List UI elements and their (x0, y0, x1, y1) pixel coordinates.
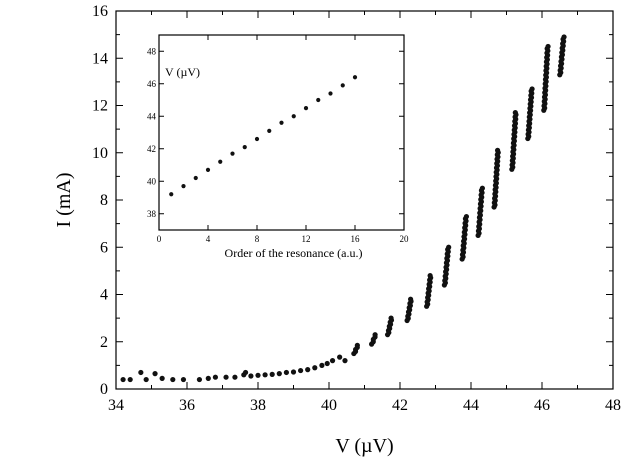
main-x-tick-label: 38 (250, 397, 266, 414)
inset-data-point (267, 128, 272, 133)
main-data-point (372, 332, 378, 338)
inset-data-point (181, 184, 186, 189)
main-data-point (269, 371, 275, 377)
main-data-point (248, 373, 254, 379)
main-y-tick-label: 8 (100, 192, 108, 209)
inset-y-tick-label: 38 (147, 209, 157, 219)
inset-y-tick-label: 48 (147, 46, 157, 56)
inset-data-point (303, 106, 309, 111)
main-data-point (159, 375, 165, 381)
main-y-tick-label: 14 (92, 50, 108, 67)
main-data-point (329, 358, 336, 364)
main-data-point (276, 371, 282, 377)
main-data-point (446, 244, 452, 250)
inset-y-tick-label: 44 (147, 111, 157, 121)
main-data-point (342, 358, 348, 364)
main-y-axis-title: I (mA) (53, 173, 75, 228)
inset-x-tick-label: 12 (302, 234, 311, 244)
main-data-point (561, 34, 567, 40)
inset-x-tick-label: 20 (400, 234, 410, 244)
main-data-point (232, 374, 238, 380)
main-y-tick-label: 4 (100, 287, 108, 304)
inset-y-tick-label: 46 (147, 79, 157, 89)
main-y-tick-label: 6 (100, 239, 108, 256)
inset-y-label: V (µV) (165, 65, 200, 79)
main-x-tick-label: 48 (605, 397, 621, 414)
main-x-tick-label: 42 (392, 397, 408, 414)
main-data-point (337, 354, 343, 360)
main-data-point (290, 369, 297, 375)
inset-x-tick-label: 0 (157, 234, 162, 244)
main-data-point (312, 365, 318, 371)
main-data-point (262, 372, 268, 378)
inset-data-point (291, 114, 296, 119)
inset-y-tick-label: 40 (147, 176, 157, 186)
inset-data-point (254, 136, 260, 142)
main-data-point (427, 273, 433, 279)
inset-data-point (193, 175, 198, 181)
main-data-point (494, 147, 501, 153)
inset-x-tick-label: 4 (206, 234, 211, 244)
inset-data-point (279, 120, 284, 125)
main-y-tick-label: 2 (100, 334, 108, 351)
main-x-tick-label: 46 (534, 397, 550, 414)
main-data-point (408, 296, 414, 302)
main-x-tick-label: 44 (463, 397, 479, 414)
inset-data-point (230, 151, 235, 156)
inset-data-point (218, 159, 223, 164)
main-data-point (180, 376, 187, 383)
main-data-point (479, 185, 485, 191)
main-data-point (127, 376, 133, 383)
inset-x-axis-title: Order of the resonance (a.u.) (225, 246, 363, 260)
inset-data-point (316, 97, 321, 103)
main-data-point (512, 109, 518, 116)
inset-y-tick-label: 42 (147, 144, 156, 154)
main-data-point (283, 369, 289, 376)
main-data-point (255, 372, 261, 378)
main-data-point (298, 367, 304, 374)
main-data-point (196, 376, 203, 383)
main-data-point (354, 342, 360, 348)
main-data-point (205, 375, 211, 381)
inset-data-point (205, 167, 211, 172)
main-data-point (223, 374, 229, 380)
inset-x-tick-label: 16 (351, 234, 361, 244)
inset-points (169, 75, 358, 197)
main-data-point (242, 369, 249, 376)
main-data-point (212, 374, 218, 380)
main-x-tick-label: 36 (179, 397, 195, 414)
inset-plot-frame (158, 34, 405, 231)
main-x-tick-label: 40 (321, 397, 337, 414)
main-x-tick-label: 34 (108, 397, 124, 414)
main-data-point (463, 213, 470, 220)
inset-x-tick-label: 8 (255, 234, 260, 244)
main-data-point (170, 376, 176, 383)
main-data-point (324, 360, 330, 367)
main-data-point (152, 371, 158, 377)
main-data-point (529, 86, 535, 92)
inset-data-point (169, 192, 174, 197)
main-x-axis-title: V (µV) (335, 435, 393, 457)
main-data-point (120, 376, 126, 383)
inset-data-point (242, 145, 247, 150)
main-y-tick-label: 0 (100, 381, 108, 398)
inset-data-point (328, 91, 333, 96)
main-data-point (138, 369, 144, 376)
main-data-point (305, 367, 311, 373)
main-y-tick-label: 12 (92, 98, 108, 115)
main-data-point (388, 315, 394, 321)
inset-data-point (340, 83, 345, 88)
main-data-point (143, 376, 149, 383)
main-y-tick-label: 16 (92, 3, 108, 20)
main-data-point (319, 362, 325, 368)
main-data-point (545, 43, 551, 50)
main-points (120, 34, 567, 383)
inset-data-point (352, 75, 358, 80)
main-y-tick-label: 10 (92, 145, 108, 162)
